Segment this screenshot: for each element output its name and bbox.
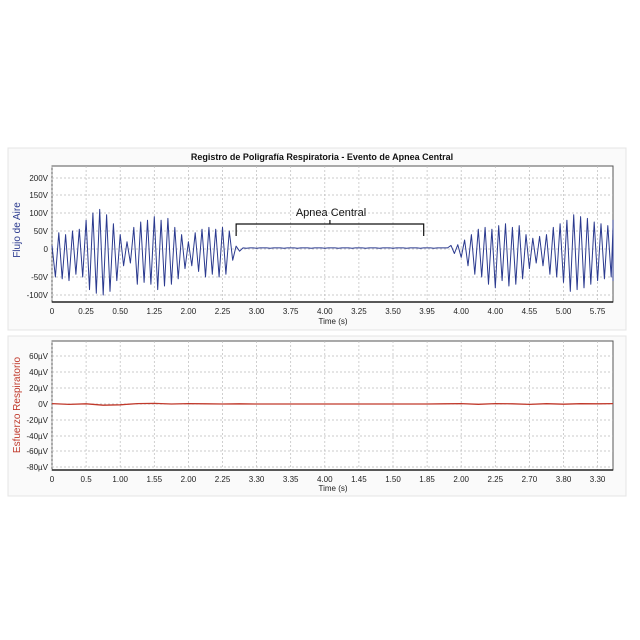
x-tick-label: 4.00: [453, 307, 469, 316]
y-tick-label: 200V: [29, 174, 48, 183]
x-tick-label: 4.55: [522, 307, 538, 316]
top-x-axis-label: Time (s): [318, 317, 347, 326]
x-tick-label: 0: [50, 475, 55, 484]
x-tick-label: 3.95: [419, 307, 435, 316]
plot-area: [51, 165, 614, 303]
x-tick-label: 4.00: [488, 307, 504, 316]
apnea-annotation-label: Apnea Central: [296, 207, 366, 219]
x-tick-label: 1.85: [419, 475, 435, 484]
x-tick-label: 2.00: [181, 475, 197, 484]
x-tick-label: 1.00: [112, 475, 128, 484]
y-tick-label: -60µV: [26, 447, 48, 456]
x-tick-label: 0.50: [112, 307, 128, 316]
y-tick-label: 0V: [38, 400, 48, 409]
bottom-y-axis-label: Esfuerzo Respiratorio: [12, 356, 23, 453]
x-tick-label: 2.25: [215, 475, 231, 484]
x-tick-label: 2.00: [453, 475, 469, 484]
y-tick-label: 150V: [29, 191, 48, 200]
y-tick-label: -100V: [27, 291, 49, 300]
x-tick-label: 1.55: [147, 475, 163, 484]
y-tick-label: 60µV: [29, 352, 49, 361]
y-tick-label: 50V: [34, 227, 49, 236]
x-tick-label: 1.25: [147, 307, 163, 316]
y-tick-label: -50V: [31, 273, 49, 282]
x-tick-label: 3.75: [283, 307, 299, 316]
top-y-axis-label: Flujo de Aire: [12, 202, 23, 258]
x-tick-label: 3.35: [283, 475, 299, 484]
x-tick-label: 1.50: [385, 475, 401, 484]
y-tick-label: 0: [44, 245, 49, 254]
x-tick-label: 2.25: [488, 475, 504, 484]
x-tick-label: 3.30: [590, 475, 606, 484]
y-tick-label: 40µV: [29, 368, 49, 377]
x-tick-label: 0.5: [81, 475, 93, 484]
x-tick-label: 3.00: [249, 307, 265, 316]
x-tick-label: 2.25: [215, 307, 231, 316]
x-tick-label: 3.30: [249, 475, 265, 484]
x-tick-label: 4.00: [317, 307, 333, 316]
x-tick-label: 2.00: [181, 307, 197, 316]
x-tick-label: 3.50: [385, 307, 401, 316]
y-tick-label: -40µV: [26, 432, 48, 441]
bottom-x-axis-label: Time (s): [318, 484, 347, 493]
x-tick-label: 3.80: [556, 475, 572, 484]
y-tick-label: 100V: [29, 209, 48, 218]
x-tick-label: 5.00: [556, 307, 572, 316]
x-tick-label: 4.00: [317, 475, 333, 484]
chart-title: Registro de Poligrafía Respiratoria - Ev…: [191, 152, 453, 162]
plot-area: [51, 340, 614, 471]
x-tick-label: 3.25: [351, 307, 367, 316]
y-tick-label: -20µV: [26, 416, 48, 425]
x-tick-label: 5.75: [590, 307, 606, 316]
x-tick-label: 0.25: [78, 307, 94, 316]
x-tick-label: 0: [50, 307, 55, 316]
x-tick-label: 2.70: [522, 475, 538, 484]
y-tick-label: 20µV: [29, 384, 49, 393]
signal-line: [51, 402, 614, 406]
apnea-bracket: [235, 220, 425, 236]
y-tick-label: -80µV: [26, 463, 48, 472]
signal-line: [51, 208, 614, 296]
x-tick-label: 1.45: [351, 475, 367, 484]
